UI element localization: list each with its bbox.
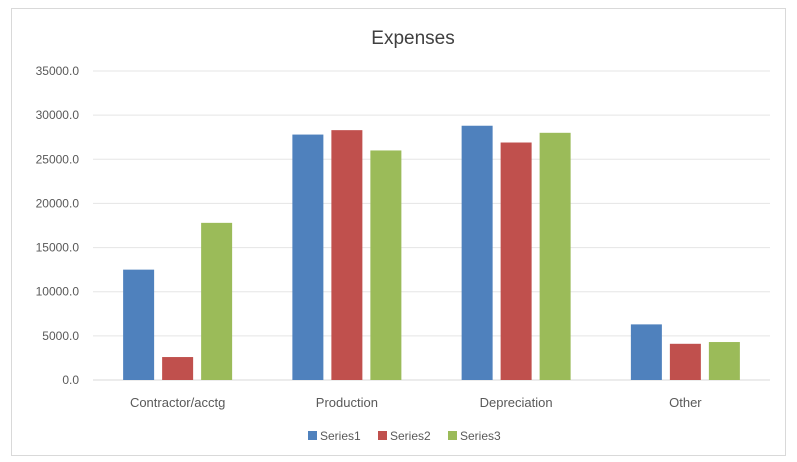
bar-series1-1 <box>292 134 324 380</box>
legend-item: Series1 <box>308 429 361 443</box>
legend-swatch <box>448 431 457 440</box>
legend: Series1 Series2 Series3 <box>308 429 501 443</box>
legend-swatch <box>378 431 387 440</box>
legend-item: Series3 <box>448 429 501 443</box>
legend-label: Series2 <box>390 429 431 443</box>
bars <box>123 125 740 380</box>
bar-series2-2 <box>500 142 532 380</box>
gridlines <box>93 70 770 381</box>
y-tick-label: 5000.0 <box>42 329 79 343</box>
bar-series3-2 <box>539 132 571 380</box>
bar-series2-3 <box>669 343 701 380</box>
y-tick-label: 15000.0 <box>36 241 80 255</box>
bar-series2-1 <box>331 130 363 380</box>
x-category-label: Other <box>669 395 702 410</box>
y-tick-label: 20000.0 <box>36 196 80 210</box>
x-category-label: Contractor/acctg <box>130 395 225 410</box>
bar-series1-2 <box>461 125 493 380</box>
legend-label: Series1 <box>320 429 361 443</box>
y-axis-ticks: 0.0 5000.0 10000.0 15000.0 20000.0 25000.0 300… <box>36 64 80 387</box>
y-tick-label: 25000.0 <box>36 152 80 166</box>
y-tick-label: 30000.0 <box>36 108 80 122</box>
legend-swatch <box>308 431 317 440</box>
y-tick-label: 10000.0 <box>36 285 80 299</box>
x-axis-labels: Contractor/acctg Production Depreciation Ot… <box>130 395 702 410</box>
chart-title: Expenses <box>371 28 454 49</box>
legend-item: Series2 <box>378 429 431 443</box>
bar-series3-3 <box>708 342 740 380</box>
bar-series1-0 <box>123 269 155 380</box>
bar-series1-3 <box>630 324 662 380</box>
y-tick-label: 0.0 <box>62 373 79 387</box>
bar-series3-1 <box>370 150 402 380</box>
legend-label: Series3 <box>460 429 501 443</box>
y-tick-label: 35000.0 <box>36 64 80 78</box>
bar-series2-0 <box>162 357 194 380</box>
x-category-label: Depreciation <box>480 395 553 410</box>
bar-series3-0 <box>201 222 233 380</box>
x-category-label: Production <box>316 395 378 410</box>
